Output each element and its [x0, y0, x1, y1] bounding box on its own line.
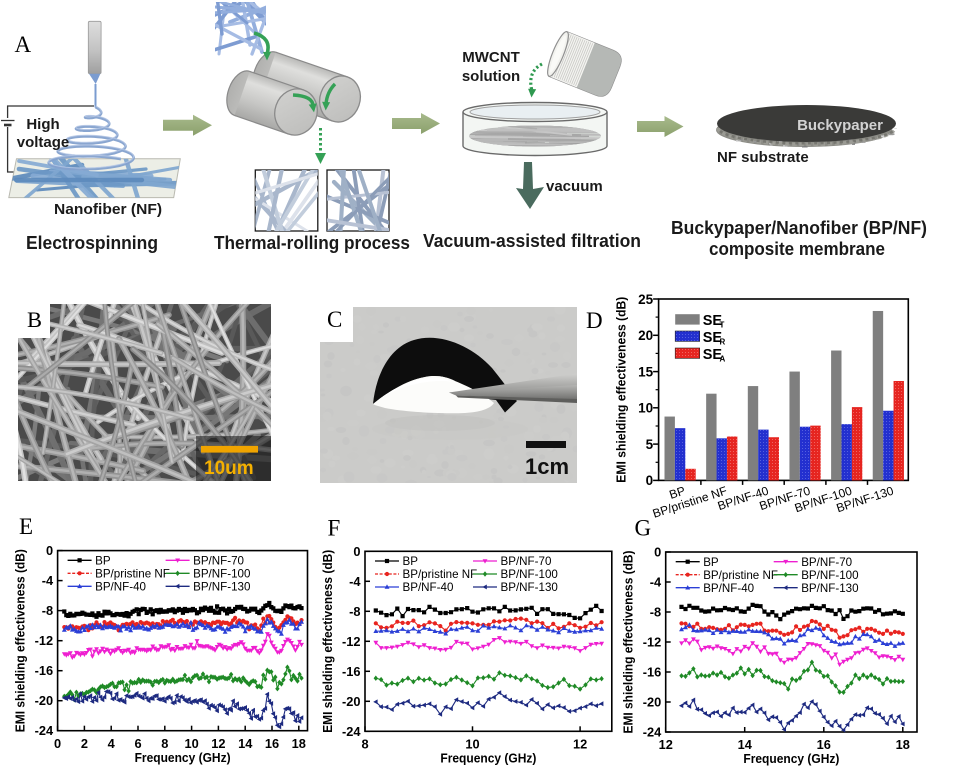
svg-text:Frequency (GHz): Frequency (GHz) — [135, 750, 231, 765]
svg-text:BP/NF-70: BP/NF-70 — [501, 555, 552, 568]
svg-text:Frequency (GHz): Frequency (GHz) — [743, 751, 839, 766]
svg-text:BP/NF-40: BP/NF-40 — [95, 580, 146, 593]
svg-text:Buckypaper/Nanofiber (BP/NF): Buckypaper/Nanofiber (BP/NF) — [671, 217, 927, 238]
svg-text:BP/pristine NF: BP/pristine NF — [95, 567, 170, 580]
svg-text:20: 20 — [638, 328, 653, 343]
svg-text:16: 16 — [265, 736, 279, 751]
svg-text:SE: SE — [703, 347, 723, 363]
svg-text:12: 12 — [211, 736, 225, 751]
svg-text:BP/NF-70: BP/NF-70 — [801, 556, 852, 569]
svg-text:8: 8 — [361, 737, 368, 752]
svg-text:vacuum: vacuum — [546, 178, 603, 195]
svg-text:10: 10 — [184, 736, 198, 751]
svg-text:16: 16 — [817, 737, 831, 752]
svg-text:10um: 10um — [204, 458, 254, 479]
svg-text:1cm: 1cm — [525, 454, 569, 479]
svg-text:B: B — [27, 307, 42, 332]
svg-text:-12: -12 — [35, 633, 54, 648]
svg-text:EMI shielding effectiveness (d: EMI shielding effectiveness (dB) — [320, 550, 335, 733]
svg-text:E: E — [19, 514, 33, 539]
svg-text:14: 14 — [238, 736, 253, 751]
svg-text:0: 0 — [54, 736, 61, 751]
svg-text:EMI shielding effectiveness (d: EMI shielding effectiveness (dB) — [614, 297, 629, 483]
svg-text:EMI shielding effectiveness (d: EMI shielding effectiveness (dB) — [13, 549, 28, 732]
svg-text:T: T — [720, 321, 725, 330]
svg-text:BP: BP — [95, 554, 111, 567]
svg-text:D: D — [586, 308, 603, 333]
svg-text:-24: -24 — [342, 724, 361, 739]
svg-text:BP/NF-40: BP/NF-40 — [403, 581, 454, 594]
svg-text:-20: -20 — [643, 695, 662, 710]
svg-text:-16: -16 — [35, 663, 54, 678]
svg-text:solution: solution — [462, 68, 520, 85]
svg-text:BP/NF-40: BP/NF-40 — [703, 582, 754, 595]
svg-text:BP/NF-130: BP/NF-130 — [193, 580, 250, 593]
svg-text:BP/NF-130: BP/NF-130 — [501, 581, 558, 594]
svg-text:BP/NF-70: BP/NF-70 — [193, 554, 244, 567]
svg-text:composite membrane: composite membrane — [709, 238, 885, 259]
svg-text:SE: SE — [703, 330, 723, 346]
svg-text:-20: -20 — [35, 693, 54, 708]
svg-text:-16: -16 — [643, 665, 662, 680]
svg-text:10: 10 — [638, 401, 653, 416]
svg-text:0: 0 — [353, 544, 360, 559]
svg-text:BP/NF-100: BP/NF-100 — [501, 568, 558, 581]
svg-text:R: R — [720, 338, 726, 347]
svg-text:BP: BP — [703, 556, 719, 569]
svg-text:-12: -12 — [342, 634, 361, 649]
svg-text:-8: -8 — [349, 604, 360, 619]
svg-text:6: 6 — [134, 736, 141, 751]
svg-text:BP: BP — [403, 555, 419, 568]
svg-text:12: 12 — [659, 737, 673, 752]
svg-text:4: 4 — [108, 736, 116, 751]
svg-text:BP/pristine NF: BP/pristine NF — [403, 568, 478, 581]
svg-text:-20: -20 — [342, 694, 361, 709]
svg-text:-16: -16 — [342, 664, 361, 679]
svg-text:12: 12 — [573, 737, 587, 752]
svg-text:Buckypaper: Buckypaper — [797, 117, 883, 134]
svg-text:-8: -8 — [650, 605, 661, 620]
svg-text:Vacuum-assisted filtration: Vacuum-assisted filtration — [423, 231, 641, 251]
svg-text:-4: -4 — [349, 574, 361, 589]
svg-text:EMI shielding effectiveness (d: EMI shielding effectiveness (dB) — [621, 551, 636, 734]
svg-text:14: 14 — [738, 737, 753, 752]
svg-text:2: 2 — [81, 736, 88, 751]
svg-text:A: A — [720, 355, 726, 364]
svg-text:15: 15 — [638, 364, 654, 379]
svg-text:-24: -24 — [643, 725, 662, 740]
svg-text:G: G — [635, 516, 652, 541]
svg-text:F: F — [328, 516, 341, 541]
svg-text:18: 18 — [292, 736, 306, 751]
svg-text:A: A — [15, 32, 32, 57]
svg-text:0: 0 — [654, 545, 661, 560]
svg-text:Thermal-rolling process: Thermal-rolling process — [214, 233, 410, 253]
svg-text:BP/NF-130: BP/NF-130 — [801, 582, 858, 595]
svg-text:MWCNT: MWCNT — [462, 49, 519, 66]
svg-text:BP/NF-100: BP/NF-100 — [801, 569, 858, 582]
svg-text:SE: SE — [703, 313, 723, 329]
svg-text:5: 5 — [646, 437, 654, 452]
svg-text:Nanofiber (NF): Nanofiber (NF) — [54, 202, 162, 218]
svg-text:-8: -8 — [42, 603, 53, 618]
svg-text:-4: -4 — [42, 573, 54, 588]
svg-text:Frequency (GHz): Frequency (GHz) — [440, 751, 536, 766]
svg-text:8: 8 — [161, 736, 168, 751]
svg-text:-12: -12 — [643, 635, 662, 650]
svg-text:BP/pristine NF: BP/pristine NF — [703, 569, 778, 582]
svg-text:C: C — [327, 307, 342, 332]
svg-text:-24: -24 — [35, 723, 54, 738]
svg-text:NF substrate: NF substrate — [717, 149, 809, 166]
svg-text:-4: -4 — [650, 575, 662, 590]
svg-text:0: 0 — [646, 473, 654, 488]
svg-text:18: 18 — [896, 737, 910, 752]
svg-text:10: 10 — [465, 737, 479, 752]
svg-text:Electrospinning: Electrospinning — [26, 233, 158, 253]
svg-text:25: 25 — [638, 292, 654, 307]
svg-text:voltage: voltage — [17, 134, 70, 151]
svg-text:High: High — [26, 116, 59, 133]
svg-text:BP/NF-100: BP/NF-100 — [193, 567, 250, 580]
svg-text:BP: BP — [667, 484, 687, 502]
svg-text:0: 0 — [46, 543, 53, 558]
